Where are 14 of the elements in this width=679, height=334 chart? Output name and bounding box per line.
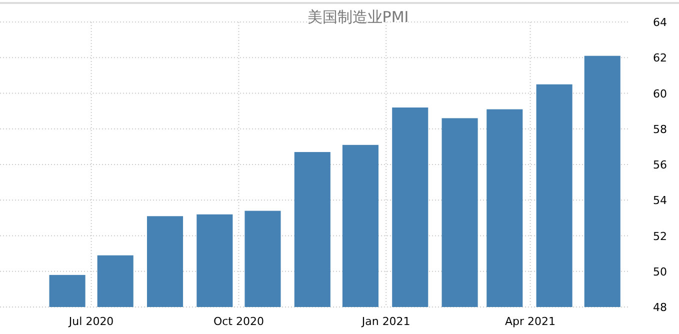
- x-tick-label: Jul 2020: [68, 315, 114, 328]
- y-tick-label: 52: [653, 230, 667, 243]
- y-tick-label: 48: [653, 301, 667, 314]
- y-tick-label: 64: [653, 16, 667, 29]
- y-tick-label: 54: [653, 194, 667, 208]
- y-tick-label: 60: [653, 87, 667, 100]
- y-tick-label: 50: [653, 265, 667, 278]
- x-tick-label: Apr 2021: [505, 315, 556, 328]
- x-tick-label: Oct 2020: [213, 315, 264, 328]
- y-tick-label: 62: [653, 52, 667, 65]
- y-tick-label: 56: [653, 158, 667, 172]
- chart-title: 美国制造业PMI: [307, 8, 409, 26]
- x-tick-label: Jan 2021: [360, 315, 410, 328]
- y-tick-label: 58: [653, 122, 667, 136]
